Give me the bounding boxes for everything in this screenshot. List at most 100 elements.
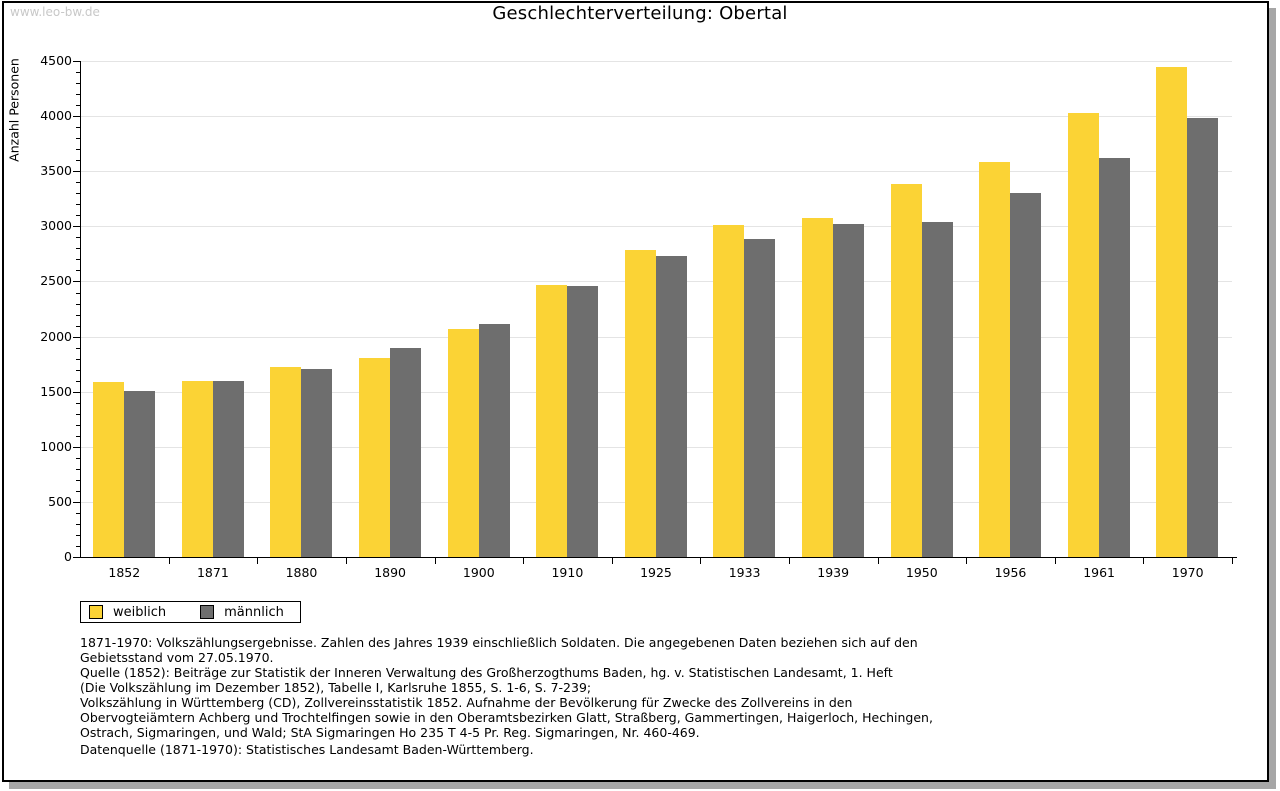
y-minor-tick-800 — [76, 468, 80, 470]
y-minor-tick-3100 — [76, 215, 80, 217]
y-major-tick-3500 — [73, 171, 80, 173]
y-major-tick-0 — [73, 557, 80, 558]
x-tick-label-1871: 1871 — [196, 565, 229, 580]
legend-item-weiblich: weiblich — [89, 605, 166, 620]
bar-männlich-1956 — [1010, 192, 1042, 557]
y-tick-label-4500: 4500 — [40, 53, 72, 68]
bar-männlich-1933 — [744, 238, 776, 557]
y-major-tick-4500 — [73, 61, 80, 62]
chart-title: Geschlechterverteilung: Obertal — [492, 3, 788, 24]
bar-weiblich-1890 — [358, 358, 390, 557]
y-minor-tick-4300 — [76, 83, 80, 84]
bar-männlich-1900 — [478, 324, 510, 557]
bar-weiblich-1956 — [979, 162, 1011, 557]
bar-weiblich-1910 — [536, 285, 568, 557]
y-major-tick-2500 — [73, 281, 80, 283]
x-tick-label-1970: 1970 — [1171, 565, 1204, 580]
x-tick-label-1852: 1852 — [108, 565, 141, 580]
x-tick-label-1961: 1961 — [1083, 565, 1115, 580]
footnote-line-3: Quelle (1852): Beiträge zur Statistik de… — [80, 665, 893, 680]
y-minor-tick-3700 — [76, 149, 80, 151]
y-minor-tick-1600 — [76, 380, 80, 382]
y-tick-label-2500: 2500 — [40, 273, 72, 289]
y-major-tick-1000 — [73, 446, 80, 448]
y-minor-tick-3200 — [76, 204, 80, 206]
legend-label-männlich: männlich — [224, 604, 284, 620]
bar-weiblich-1939 — [801, 217, 833, 557]
y-minor-tick-4100 — [76, 105, 80, 107]
bar-männlich-1961 — [1098, 158, 1130, 557]
legend-label-weiblich: weiblich — [113, 604, 167, 620]
y-minor-tick-2300 — [76, 303, 80, 305]
y-major-tick-2000 — [73, 336, 80, 338]
y-minor-tick-4200 — [76, 94, 80, 96]
y-minor-tick-100 — [76, 546, 80, 547]
y-major-tick-1500 — [73, 391, 80, 393]
x-tick-9 — [877, 558, 879, 564]
x-axis-line — [80, 557, 1237, 558]
y-minor-tick-3600 — [76, 160, 80, 162]
y-minor-tick-2800 — [76, 248, 80, 250]
gridline-3000 — [81, 226, 1232, 228]
y-minor-tick-2200 — [76, 314, 80, 316]
y-minor-tick-2700 — [76, 259, 80, 261]
y-minor-tick-700 — [76, 479, 80, 481]
y-tick-label-3000: 3000 — [40, 218, 72, 234]
y-tick-label-1500: 1500 — [40, 383, 72, 399]
y-minor-tick-1900 — [76, 347, 80, 349]
bar-männlich-1852 — [124, 391, 155, 557]
y-minor-tick-1100 — [76, 435, 80, 437]
y-minor-tick-600 — [76, 490, 80, 492]
y-minor-tick-200 — [76, 535, 80, 536]
y-minor-tick-2100 — [76, 325, 80, 327]
legend-item-männlich: männlich — [200, 605, 284, 620]
bar-weiblich-1852 — [93, 381, 124, 557]
x-tick-label-1880: 1880 — [285, 565, 318, 580]
bar-männlich-1925 — [655, 255, 687, 557]
footnote-line-1: 1871-1970: Volkszählungsergebnisse. Zahl… — [80, 635, 918, 650]
x-tick-label-1925: 1925 — [640, 565, 672, 580]
bar-weiblich-1871 — [181, 380, 213, 557]
y-tick-label-0: 0 — [64, 549, 72, 564]
y-tick-label-500: 500 — [48, 493, 72, 509]
y-axis-line — [80, 61, 81, 558]
y-major-tick-3000 — [73, 226, 80, 228]
x-tick-label-1933: 1933 — [728, 565, 761, 580]
x-tick-label-1890: 1890 — [374, 565, 406, 580]
y-minor-tick-3400 — [76, 182, 80, 184]
y-minor-tick-3300 — [76, 193, 80, 195]
footnote-line-2: Gebietsstand vom 27.05.1970. — [80, 650, 274, 665]
y-tick-label-4000: 4000 — [40, 108, 72, 124]
legend-swatch-weiblich — [89, 605, 103, 619]
y-minor-tick-2900 — [76, 237, 80, 239]
x-tick-label-1950: 1950 — [905, 565, 938, 580]
bar-männlich-1939 — [832, 224, 864, 557]
x-tick-1 — [168, 558, 170, 564]
y-tick-label-2000: 2000 — [40, 328, 72, 344]
y-minor-tick-2400 — [76, 292, 80, 294]
bar-weiblich-1880 — [270, 366, 302, 557]
x-tick-11 — [1054, 558, 1056, 564]
y-minor-tick-300 — [76, 523, 80, 525]
x-tick-label-1900: 1900 — [462, 565, 495, 580]
footnote-line-7: Ostrach, Sigmaringen, und Wald; StA Sigm… — [80, 725, 700, 740]
y-minor-tick-400 — [76, 512, 80, 514]
footnotes: 1871-1970: Volkszählungsergebnisse. Zahl… — [80, 635, 933, 740]
y-major-tick-500 — [73, 501, 80, 503]
y-minor-tick-3900 — [76, 127, 80, 129]
gridline-4000 — [81, 116, 1232, 118]
y-minor-tick-3800 — [76, 138, 80, 140]
bar-männlich-1950 — [921, 221, 953, 557]
x-tick-3 — [345, 558, 347, 564]
x-tick-13 — [1232, 558, 1233, 564]
bar-weiblich-1933 — [713, 224, 745, 557]
x-tick-12 — [1143, 558, 1145, 564]
y-minor-tick-900 — [76, 457, 80, 459]
legend-swatch-männlich — [200, 605, 215, 619]
bar-männlich-1970 — [1187, 117, 1219, 557]
bar-männlich-1910 — [567, 286, 599, 557]
bar-weiblich-1970 — [1156, 67, 1188, 557]
gridline-3500 — [81, 171, 1232, 173]
